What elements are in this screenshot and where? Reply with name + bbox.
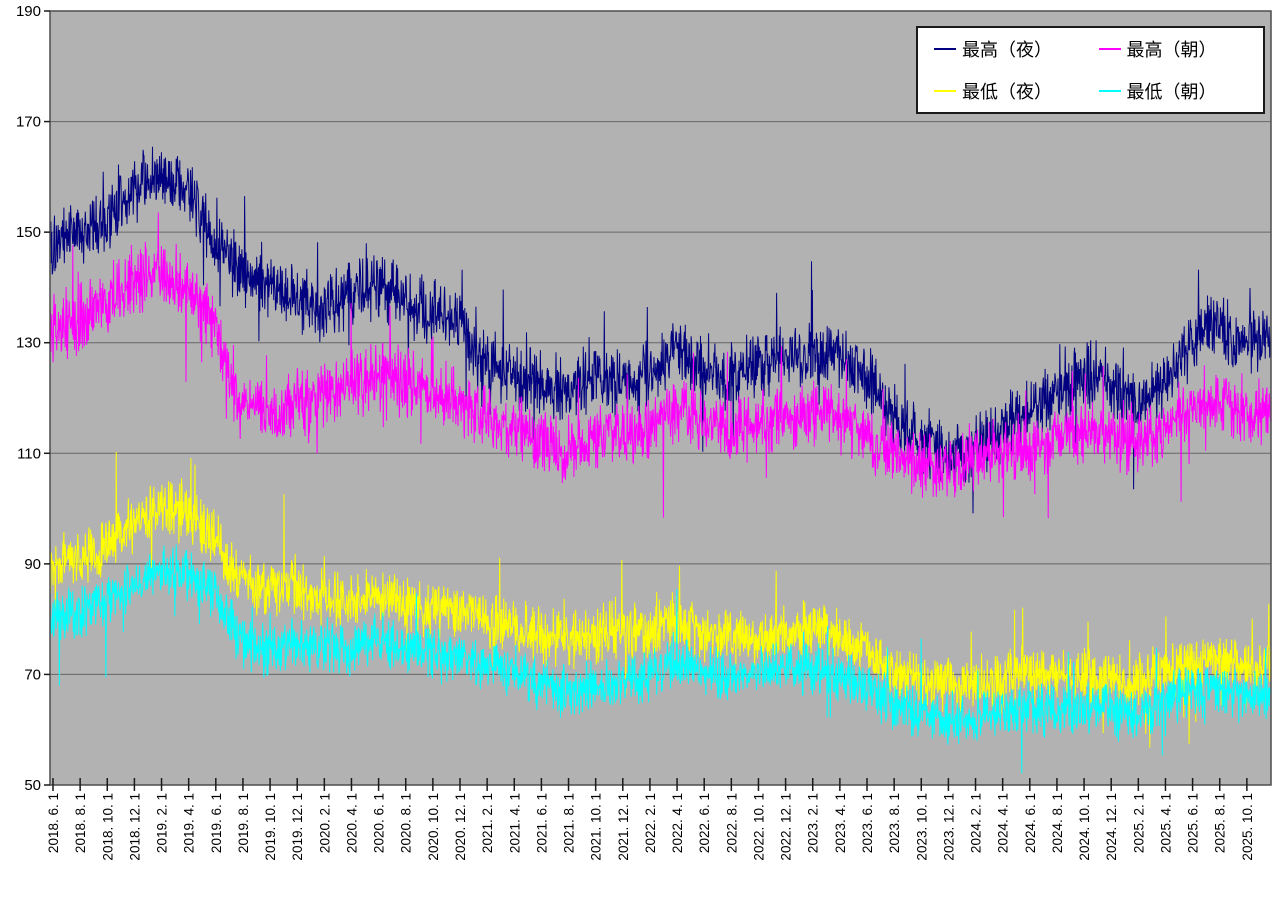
x-tick-label: 2021. 10. 1	[589, 793, 604, 861]
legend-label-min-night: 最低（夜）	[962, 82, 1052, 102]
x-tick-label: 2021. 6. 1	[534, 793, 549, 853]
x-tick-label: 2022. 12. 1	[779, 793, 794, 861]
plot-border	[49, 10, 1272, 786]
x-tick-label: 2025. 6. 1	[1186, 793, 1201, 853]
x-tick-label: 2019. 10. 1	[263, 793, 278, 861]
series-line	[49, 544, 1272, 774]
x-tick-label: 2021. 4. 1	[507, 793, 522, 853]
line-swatch-min-morning	[1098, 90, 1121, 92]
x-tick-label: 2023. 6. 1	[860, 793, 875, 853]
line-swatch-max-night	[934, 48, 956, 50]
series-line	[49, 146, 1272, 514]
series-line	[49, 451, 1272, 748]
line-swatch-max-morning	[1098, 48, 1121, 50]
x-tick-label: 2021. 2. 1	[480, 793, 495, 853]
legend-item-min-night: 最低（夜）	[934, 78, 1099, 104]
x-tick-label: 2020. 12. 1	[453, 793, 468, 861]
x-tick-label: 2021. 8. 1	[562, 793, 577, 853]
x-tick-label: 2023. 12. 1	[941, 793, 956, 861]
x-tick-label: 2024. 2. 1	[969, 793, 984, 853]
y-tick-label: 190	[16, 3, 41, 20]
x-tick-label: 2019. 8. 1	[236, 793, 251, 853]
x-tick-label: 2024. 8. 1	[1050, 793, 1065, 853]
legend-label-max-morning: 最高（朝）	[1126, 40, 1217, 60]
x-tick-label: 2025. 10. 1	[1240, 793, 1255, 861]
x-tick-label: 2025. 4. 1	[1158, 793, 1173, 853]
y-tick-label: 90	[24, 556, 41, 573]
legend-label-max-night: 最高（夜）	[962, 40, 1052, 60]
x-tick-label: 2023. 8. 1	[887, 793, 902, 853]
line-swatch-min-night	[934, 90, 956, 92]
x-tick-label: 2019. 6. 1	[209, 793, 224, 853]
x-tick-label: 2020. 8. 1	[399, 793, 414, 853]
x-tick-label: 2020. 2. 1	[317, 793, 332, 853]
legend-item-max-night: 最高（夜）	[934, 36, 1099, 62]
x-tick-label: 2020. 4. 1	[344, 793, 359, 853]
series-line	[49, 212, 1272, 519]
x-tick-label: 2020. 10. 1	[426, 793, 441, 861]
legend-item-min-morning: 最低（朝）	[1098, 78, 1264, 104]
x-tick-label: 2019. 4. 1	[182, 793, 197, 853]
x-tick-label: 2018. 12. 1	[127, 793, 142, 861]
x-tick-label: 2024. 12. 1	[1104, 793, 1119, 861]
y-tick-label: 70	[24, 666, 41, 683]
x-tick-label: 2022. 6. 1	[697, 793, 712, 853]
x-tick-label: 2022. 4. 1	[670, 793, 685, 853]
y-tick-label: 150	[16, 224, 41, 241]
x-tick-label: 2024. 4. 1	[996, 793, 1011, 853]
x-tick-label: 2025. 2. 1	[1131, 793, 1146, 853]
x-tick-label: 2021. 12. 1	[616, 793, 631, 861]
x-tick-label: 2019. 12. 1	[290, 793, 305, 861]
y-tick-label: 50	[24, 777, 41, 794]
x-tick-label: 2018. 6. 1	[46, 793, 61, 853]
x-tick-label: 2018. 10. 1	[100, 793, 115, 861]
y-tick-label: 170	[16, 114, 41, 131]
x-tick-label: 2020. 6. 1	[372, 793, 387, 853]
x-tick-label: 2018. 8. 1	[73, 793, 88, 853]
x-tick-label: 2023. 10. 1	[914, 793, 929, 861]
x-tick-label: 2024. 10. 1	[1077, 793, 1092, 861]
x-tick-label: 2022. 8. 1	[724, 793, 739, 853]
x-tick-label: 2024. 6. 1	[1023, 793, 1038, 853]
x-tick-label: 2022. 2. 1	[643, 793, 658, 853]
x-tick-label: 2019. 2. 1	[155, 793, 170, 853]
x-tick-label: 2025. 8. 1	[1213, 793, 1228, 853]
y-tick-label: 110	[17, 445, 41, 462]
legend-label-min-morning: 最低（朝）	[1126, 82, 1217, 102]
legend-item-max-morning: 最高（朝）	[1098, 36, 1264, 62]
x-tick-label: 2023. 2. 1	[806, 793, 821, 853]
legend: 最高（夜） 最高（朝） 最低（夜） 最低（朝）	[916, 26, 1265, 114]
x-tick-label: 2022. 10. 1	[751, 793, 766, 861]
y-tick-label: 130	[16, 335, 41, 352]
x-tick-label: 2023. 4. 1	[833, 793, 848, 853]
